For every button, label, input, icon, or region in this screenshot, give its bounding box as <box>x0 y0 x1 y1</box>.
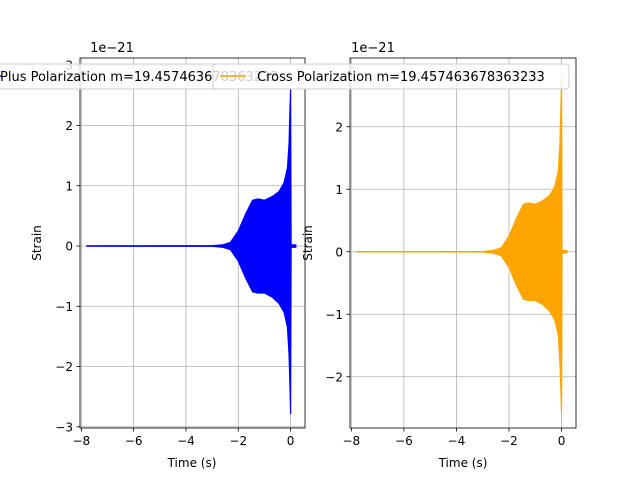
x-tick-label: −2 <box>229 434 247 448</box>
y-tick-label: −1 <box>55 300 73 314</box>
y-tick-label: −3 <box>55 420 73 434</box>
legend-label: Cross Polarization m=19.457463678363233 <box>257 70 545 85</box>
axes-frame <box>349 57 577 429</box>
y-tick-label: −2 <box>325 370 343 384</box>
y-axis-label: Strain <box>301 225 315 261</box>
plus-polarization-axes: −8−6−4−20−3−2−10123 1e−21 Time (s) Strai… <box>30 41 306 470</box>
x-tick-label: −8 <box>342 434 360 448</box>
waveform-series <box>85 88 297 415</box>
y-tick-label: −1 <box>325 308 343 322</box>
tick-marks: −8 −6 −4 −2 0 −2 −1 0 1 2 <box>325 120 565 448</box>
y-tick-label: 2 <box>335 120 343 134</box>
x-tick-label: −4 <box>177 434 195 448</box>
y-offset-label: 1e−21 <box>90 41 134 56</box>
legend-label: Plus Polarization m=19.457463678363233 <box>0 70 279 85</box>
x-tick-label: −6 <box>125 434 143 448</box>
y-tick-label: −2 <box>55 360 73 374</box>
x-tick-label: −4 <box>448 434 466 448</box>
y-offset-label: 1e−21 <box>351 41 395 56</box>
y-tick-label: 1 <box>65 179 73 193</box>
axes-frame <box>79 57 306 429</box>
y-tick-label: 0 <box>335 245 343 259</box>
y-tick-label: 1 <box>335 183 343 197</box>
y-axis-label: Strain <box>30 225 44 261</box>
x-tick-label: 0 <box>558 434 566 448</box>
x-axis-label: Time (s) <box>167 456 217 470</box>
waveform-series <box>355 79 568 414</box>
x-tick-label: −8 <box>72 434 90 448</box>
x-tick-label: 0 <box>287 434 295 448</box>
x-tick-label: −2 <box>500 434 518 448</box>
x-axis-label: Time (s) <box>438 456 488 470</box>
legend-box <box>212 63 570 90</box>
y-tick-label: 2 <box>65 119 73 133</box>
cross-polarization-legend: Cross Polarization m=19.457463678363233 <box>212 63 570 90</box>
x-tick-label: −6 <box>395 434 413 448</box>
y-tick-label: 0 <box>65 240 73 254</box>
cross-polarization-axes: −8 −6 −4 −2 0 −2 −1 0 1 2 1e−21 Time (s) Strain <box>301 41 577 470</box>
